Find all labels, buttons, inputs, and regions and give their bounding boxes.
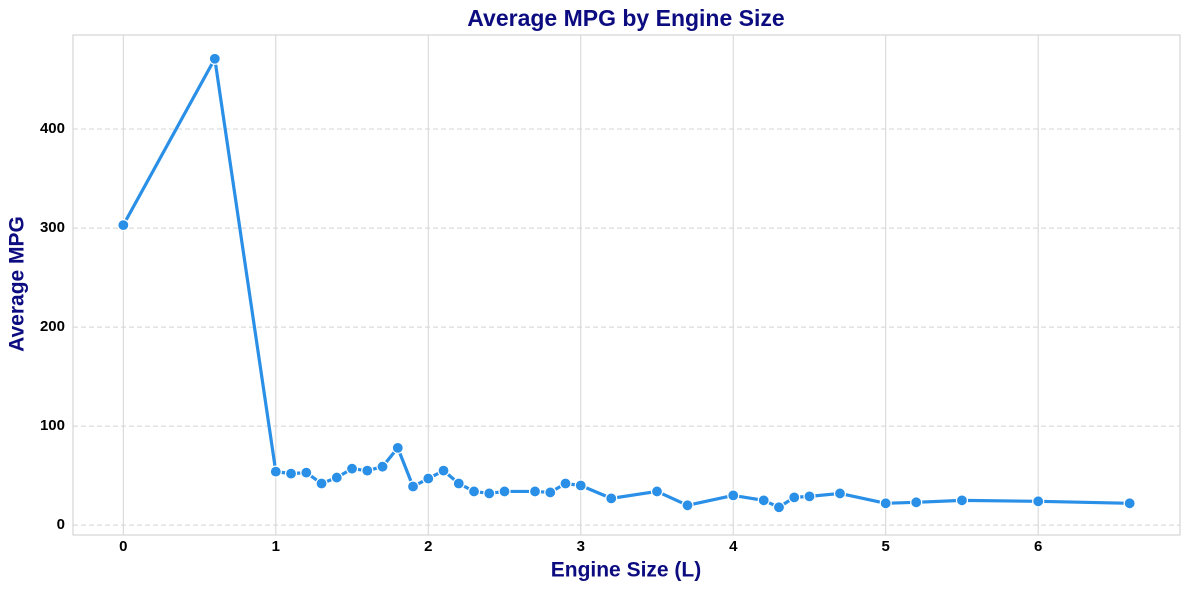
y-tick-label: 400	[40, 120, 65, 137]
data-point	[330, 471, 343, 484]
y-tick-label: 200	[40, 318, 65, 335]
data-point	[833, 487, 847, 500]
y-tick-label: 0	[57, 516, 65, 533]
data-point	[467, 485, 481, 498]
data-point	[574, 479, 587, 492]
x-tick-label: 5	[882, 538, 890, 555]
x-tick-label: 3	[577, 538, 585, 555]
data-point	[498, 485, 511, 498]
x-tick-label: 1	[272, 538, 280, 555]
data-point	[284, 467, 298, 480]
data-point	[879, 497, 892, 510]
data-point	[650, 485, 664, 498]
data-point	[345, 462, 359, 475]
data-point	[483, 487, 496, 500]
chart-title: Average MPG by Engine Size	[467, 5, 784, 31]
data-point	[1123, 497, 1136, 510]
y-tick-label: 300	[40, 219, 65, 236]
data-point	[117, 218, 130, 232]
x-axis-label: Engine Size (L)	[551, 559, 702, 582]
data-point	[757, 494, 770, 507]
data-point	[788, 491, 801, 504]
y-axis-label: Average MPG	[6, 216, 29, 352]
x-tick-label: 2	[424, 538, 432, 555]
data-point	[391, 441, 404, 454]
data-point	[437, 464, 450, 477]
x-tick-label: 6	[1034, 538, 1042, 555]
y-tick-label: 100	[40, 417, 65, 434]
data-point	[315, 477, 328, 490]
data-point	[422, 472, 435, 485]
data-point	[406, 480, 420, 493]
data-point	[376, 460, 389, 473]
data-point	[772, 501, 786, 514]
data-point	[300, 466, 313, 479]
data-point	[559, 477, 572, 490]
plot-area	[72, 34, 1181, 536]
data-point	[269, 465, 282, 478]
data-point	[803, 490, 816, 503]
x-tick-label: 4	[729, 538, 738, 555]
data-point	[1032, 495, 1045, 508]
x-tick-label: 0	[119, 538, 127, 555]
data-point	[910, 496, 923, 509]
data-point	[605, 492, 618, 505]
data-point	[681, 499, 694, 512]
data-point	[361, 464, 374, 477]
data-point	[727, 489, 740, 502]
data-point	[208, 52, 221, 65]
data-point	[544, 486, 557, 499]
data-point	[955, 494, 969, 507]
data-point	[452, 477, 465, 490]
data-point	[528, 485, 542, 498]
